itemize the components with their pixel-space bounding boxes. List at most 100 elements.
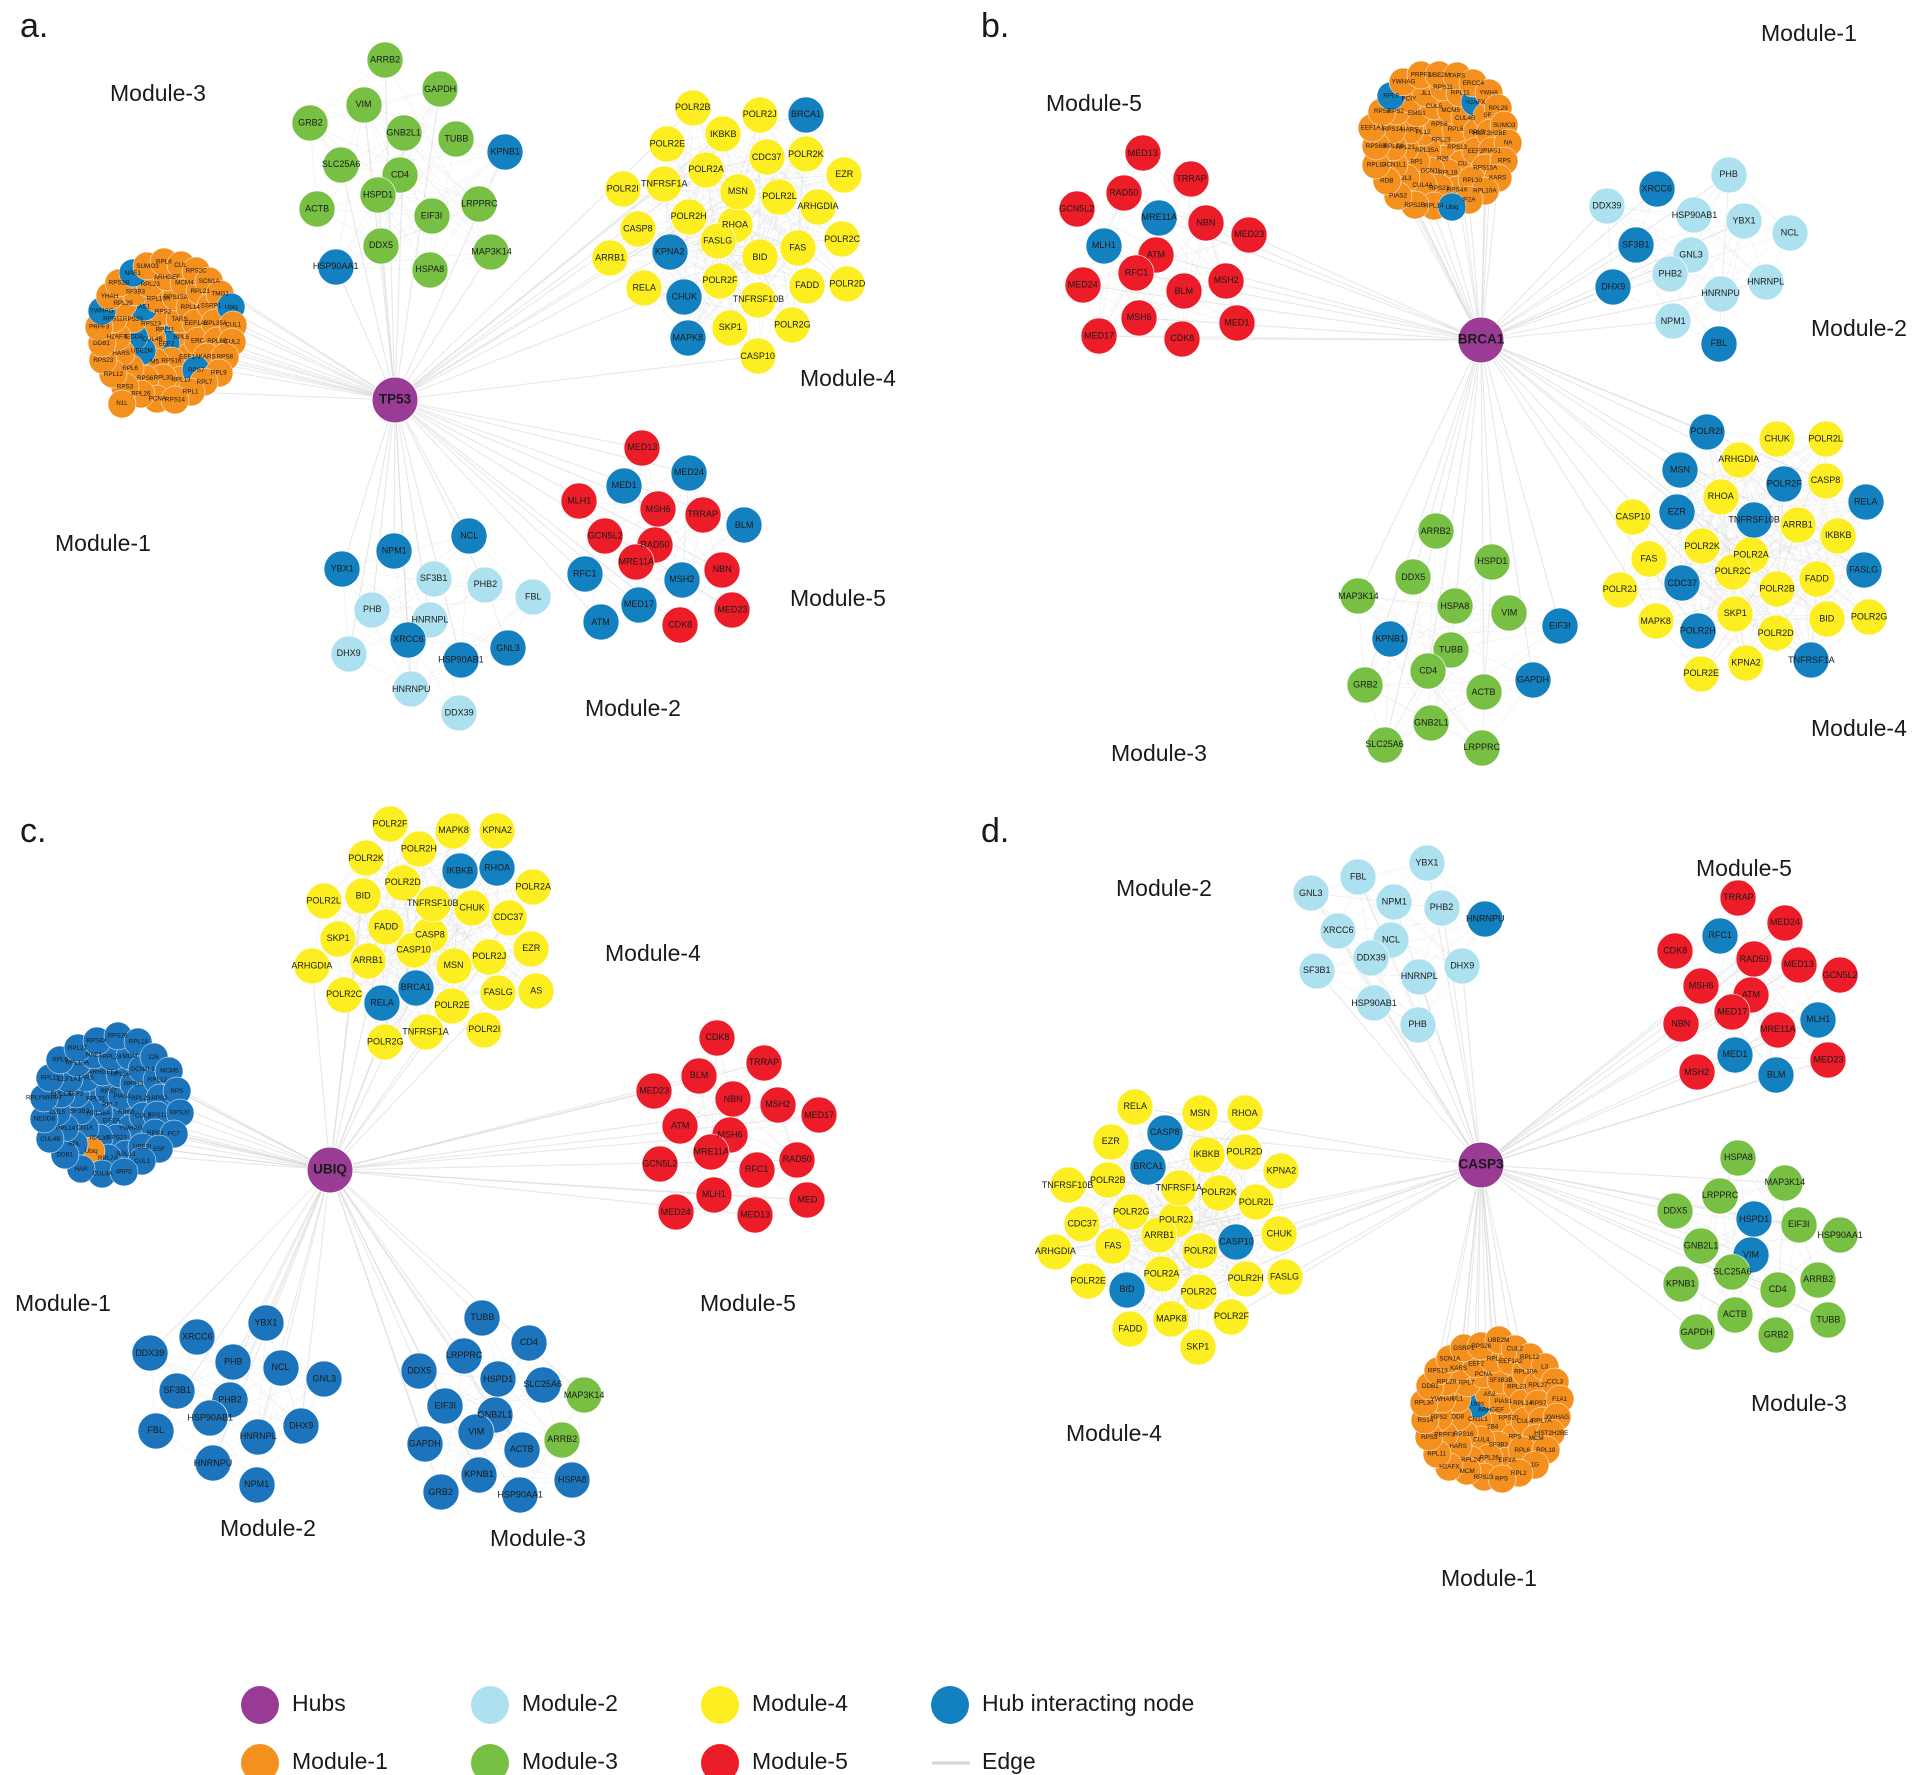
svg-text:CUL1: CUL1 [225, 321, 242, 328]
svg-text:RFC1: RFC1 [573, 568, 597, 578]
svg-text:RPL7A: RPL7A [1384, 143, 1405, 150]
svg-text:MED24: MED24 [674, 467, 704, 477]
svg-text:CASP8: CASP8 [1811, 475, 1841, 485]
svg-text:Module-5: Module-5 [700, 1290, 796, 1316]
svg-text:RPL8: RPL8 [156, 258, 172, 265]
svg-text:HNRNPU: HNRNPU [1466, 914, 1505, 924]
svg-text:HSP90AA1: HSP90AA1 [497, 1489, 543, 1499]
svg-text:POLR2H: POLR2H [401, 844, 437, 854]
svg-text:EEF2: EEF2 [1468, 1360, 1484, 1367]
svg-text:POLR2I: POLR2I [468, 1024, 500, 1034]
svg-text:ARHGDIA: ARHGDIA [291, 960, 332, 970]
svg-text:POLR2J: POLR2J [1603, 584, 1637, 594]
svg-text:RPL11: RPL11 [1451, 89, 1470, 96]
svg-text:POLR2G: POLR2G [1851, 611, 1888, 621]
svg-text:XRCC6: XRCC6 [182, 1331, 213, 1341]
svg-text:TNFRSF1A: TNFRSF1A [1788, 655, 1835, 665]
svg-text:HSPA8: HSPA8 [1440, 601, 1469, 611]
svg-text:HSP90AB1: HSP90AB1 [438, 655, 484, 665]
svg-text:TUBB: TUBB [1816, 1315, 1840, 1325]
svg-text:RPL6: RPL6 [1448, 126, 1464, 133]
svg-text:CASP10: CASP10 [1616, 512, 1651, 522]
svg-text:CUL5: CUL5 [1426, 103, 1443, 110]
svg-text:RAD50: RAD50 [1740, 954, 1769, 964]
svg-text:MLH1: MLH1 [1092, 240, 1116, 250]
svg-text:NCL: NCL [1781, 228, 1799, 238]
svg-text:RFC1: RFC1 [1708, 930, 1732, 940]
svg-text:SF3B1: SF3B1 [163, 1385, 191, 1395]
svg-text:SLC25A6: SLC25A6 [523, 1379, 562, 1389]
svg-text:RPS2: RPS2 [151, 1095, 168, 1102]
svg-text:FASLG: FASLG [484, 987, 513, 997]
svg-text:HARS: HARS [1401, 126, 1419, 133]
svg-text:CUL2: CUL2 [1507, 1345, 1524, 1352]
svg-text:RPL: RPL [68, 1141, 81, 1148]
svg-text:POLR2A: POLR2A [1144, 1268, 1180, 1278]
svg-text:GNL3: GNL3 [1679, 249, 1703, 259]
svg-text:YWHAG: YWHAG [1392, 79, 1416, 86]
svg-text:GAPDH: GAPDH [409, 1438, 441, 1448]
svg-text:CASP8: CASP8 [415, 929, 445, 939]
svg-text:NBN: NBN [724, 1094, 743, 1104]
svg-text:POLR2J: POLR2J [1159, 1214, 1193, 1224]
svg-text:DDX39: DDX39 [1592, 201, 1621, 211]
svg-text:SF3B1: SF3B1 [1303, 965, 1331, 975]
svg-text:Module-5: Module-5 [1696, 855, 1792, 881]
svg-text:RFC1: RFC1 [745, 1164, 769, 1174]
svg-text:MED13: MED13 [1128, 148, 1158, 158]
svg-text:Edge: Edge [982, 1748, 1036, 1774]
svg-text:CASP8: CASP8 [1150, 1127, 1180, 1137]
svg-text:TNFRSF1A: TNFRSF1A [641, 178, 688, 188]
svg-text:BLM: BLM [1767, 1069, 1786, 1079]
svg-text:H2AFX: H2AFX [107, 333, 128, 340]
svg-text:RPS23: RPS23 [107, 1134, 127, 1141]
svg-text:R26: R26 [1437, 155, 1449, 162]
svg-text:RPS11: RPS11 [103, 315, 123, 322]
svg-text:SF3B3: SF3B3 [1489, 1441, 1509, 1448]
svg-text:RPS15A: RPS15A [1473, 165, 1498, 172]
svg-text:IF2A: IF2A [1462, 196, 1476, 203]
svg-text:ARRB2: ARRB2 [1421, 526, 1451, 536]
svg-text:CDK8: CDK8 [1663, 945, 1687, 955]
svg-text:PHB: PHB [1719, 169, 1738, 179]
svg-text:PIAS1: PIAS1 [113, 1093, 131, 1100]
svg-text:RPS4X: RPS4X [1447, 187, 1468, 194]
svg-text:SLC25A6: SLC25A6 [1713, 1266, 1752, 1276]
svg-text:KPNB1: KPNB1 [464, 1469, 494, 1479]
svg-text:POLR2L: POLR2L [762, 191, 797, 201]
svg-text:b.: b. [981, 7, 1009, 45]
svg-text:MED: MED [797, 1195, 818, 1205]
svg-text:KPNB1: KPNB1 [1666, 1278, 1696, 1288]
svg-text:RPS: RPS [1509, 1434, 1522, 1441]
svg-text:HNRNPL: HNRNPL [411, 614, 448, 624]
svg-text:Ubiq: Ubiq [85, 1148, 98, 1155]
svg-text:IKBKB: IKBKB [447, 865, 474, 875]
svg-text:EZR: EZR [522, 943, 541, 953]
svg-text:MED17: MED17 [1717, 1006, 1747, 1016]
svg-text:ARRB2: ARRB2 [370, 55, 400, 65]
svg-text:BRCA1: BRCA1 [401, 982, 431, 992]
svg-text:HSPD1: HSPD1 [363, 190, 393, 200]
svg-text:Module-5: Module-5 [1046, 90, 1142, 116]
svg-text:RPL29: RPL29 [1488, 105, 1508, 112]
svg-text:RPS20: RPS20 [170, 1109, 190, 1116]
svg-text:MSN: MSN [728, 186, 748, 196]
svg-text:HAR: HAR [74, 1166, 88, 1173]
svg-text:MRE11A: MRE11A [1142, 212, 1177, 222]
svg-text:Module-3: Module-3 [110, 80, 206, 106]
svg-text:ARRB1: ARRB1 [1144, 1230, 1174, 1240]
svg-text:RPS2C: RPS2C [186, 268, 207, 275]
svg-text:RHOA: RHOA [484, 863, 510, 873]
svg-text:BID: BID [1819, 613, 1835, 623]
svg-text:TP53: TP53 [379, 392, 412, 407]
svg-text:Ubiq: Ubiq [1446, 204, 1459, 211]
svg-text:FAS: FAS [1104, 1240, 1121, 1250]
svg-text:GAPDH: GAPDH [1517, 674, 1549, 684]
svg-text:HARS: HARS [112, 350, 130, 357]
svg-text:TNFRSF1A: TNFRSF1A [402, 1026, 449, 1036]
svg-text:RPS11: RPS11 [148, 1112, 168, 1119]
svg-text:DHX9: DHX9 [289, 1420, 313, 1430]
svg-text:MSH2: MSH2 [1214, 275, 1239, 285]
svg-text:RPS4X: RPS4X [86, 1037, 107, 1044]
svg-text:CUL1: CUL1 [134, 1158, 151, 1165]
